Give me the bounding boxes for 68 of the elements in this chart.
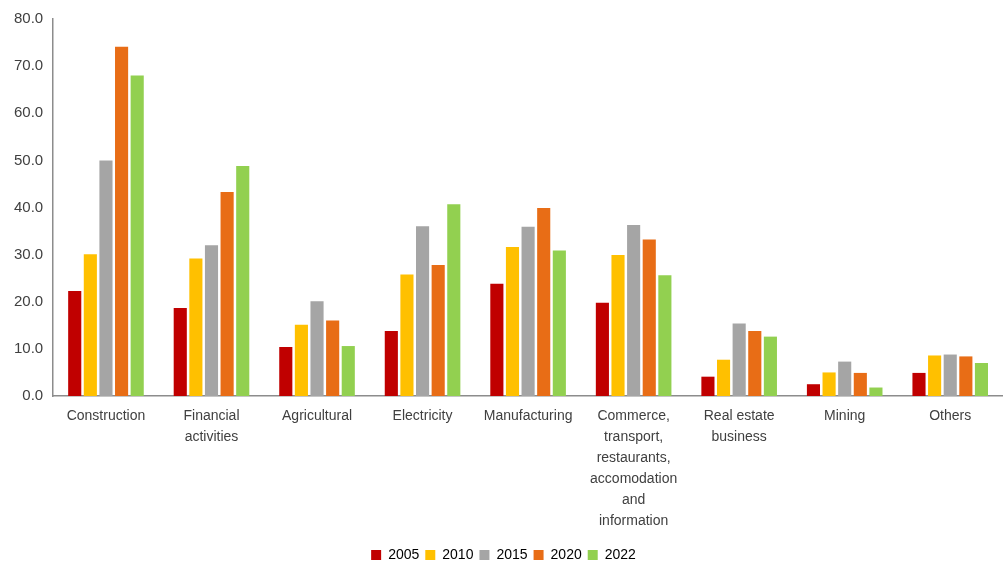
bar [431,264,445,396]
legend-label: 2010 [442,545,474,562]
y-tick-label: 60.0 [13,103,44,121]
bar [838,361,852,396]
y-tick-label: 70.0 [13,56,44,74]
bar [748,330,762,396]
y-tick-label: 40.0 [13,197,44,215]
x-tick-label: Construction [66,407,146,424]
bar [83,254,97,396]
bar [658,275,672,396]
bar [490,283,504,396]
bar [611,255,625,396]
bar [595,302,609,396]
bar [505,247,520,396]
bar [115,46,129,396]
bar [294,324,308,396]
bar [341,346,355,396]
x-tick-label: Manufacturing [483,407,573,424]
bar [732,323,746,396]
x-tick-label: Financial activities [183,407,240,445]
x-tick-label: Agricultural [282,407,353,424]
x-tick-label: Real estate business [703,407,775,445]
y-tick-label: 10.0 [13,339,44,357]
bar [204,245,219,396]
x-tick-label: Commerce, transport, restaurants, accomodation and information [590,407,678,529]
legend-label: 2005 [388,545,420,562]
bar [912,372,926,396]
bar [220,191,234,396]
legend-label: 2020 [550,545,582,562]
bar [552,250,566,396]
bar [384,330,398,396]
bar [943,354,957,396]
bar [959,356,973,396]
bar [763,336,777,396]
y-tick-label: 0.0 [22,386,44,404]
bar [236,166,250,396]
bar [99,160,113,396]
bar [416,226,430,396]
bar [627,224,641,396]
bar [716,359,731,396]
bar [173,307,187,396]
x-tick-label: Electricity [392,407,453,424]
bar [537,207,551,396]
bar [130,75,144,396]
y-tick-label: 20.0 [13,291,44,309]
bar [928,355,942,396]
y-tick-label: 50.0 [13,150,44,168]
x-tick-label: Others [929,407,972,424]
bar [822,372,836,396]
bar [279,346,293,396]
bar [447,204,461,396]
bar [701,376,715,396]
bar [189,258,203,396]
bar [806,384,821,396]
legend-label: 2015 [496,545,528,562]
bar [310,301,324,396]
x-tick-label: Mining [824,407,866,424]
bar [853,372,867,396]
y-tick-label: 30.0 [13,244,44,262]
bar [869,387,883,396]
bar [326,320,340,396]
y-tick-label: 80.0 [13,9,44,27]
bar [642,239,656,396]
bar [68,290,82,396]
legend-label: 2022 [604,545,637,562]
bar [400,274,414,396]
bar [521,226,535,396]
bar [974,363,989,396]
